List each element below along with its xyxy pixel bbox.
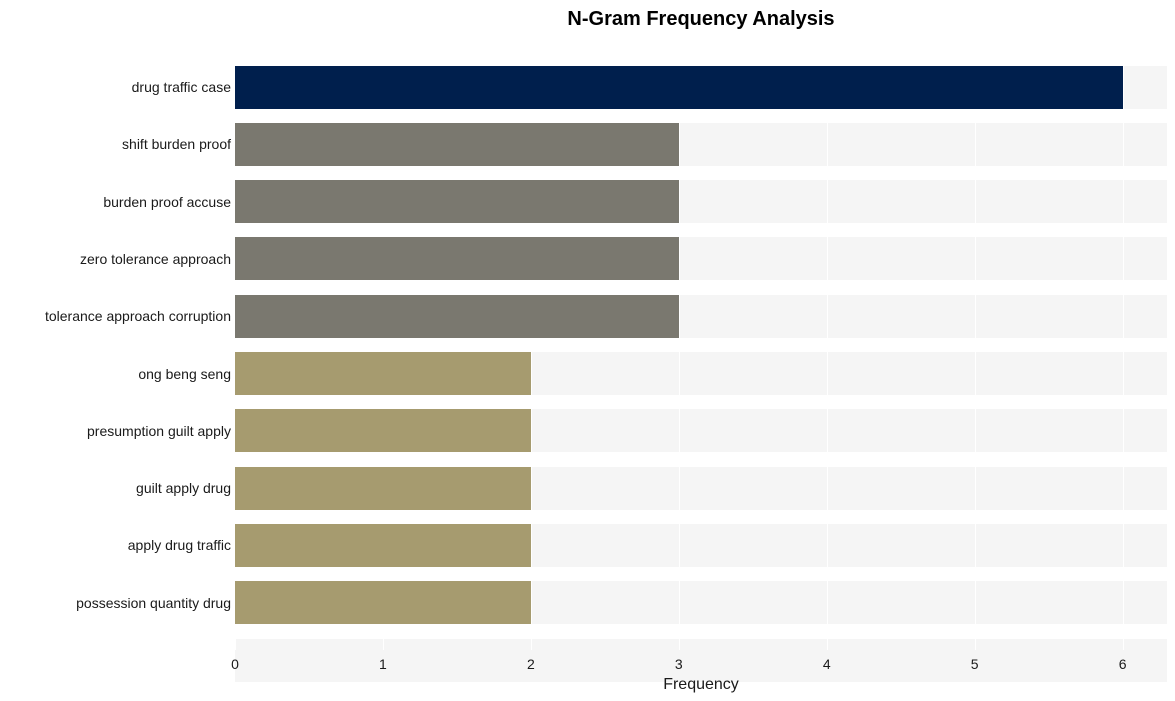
x-axis-tick-label: 6 [1119, 656, 1127, 672]
bar [235, 295, 679, 338]
bar [235, 180, 679, 223]
y-axis-tick-label: apply drug traffic [128, 537, 231, 553]
x-axis-tick-label: 0 [231, 656, 239, 672]
bar [235, 352, 531, 395]
x-axis-label: Frequency [235, 676, 1167, 694]
chart-title: N-Gram Frequency Analysis [235, 8, 1167, 31]
y-axis-tick-label: drug traffic case [132, 79, 231, 95]
x-axis-tick-label: 1 [379, 656, 387, 672]
y-axis-tick-label: tolerance approach corruption [45, 308, 231, 324]
bar [235, 237, 679, 280]
bar [235, 123, 679, 166]
x-axis-tick-label: 2 [527, 656, 535, 672]
x-axis-tick-label: 5 [971, 656, 979, 672]
bar [235, 581, 531, 624]
bar [235, 524, 531, 567]
y-axis-tick-label: guilt apply drug [136, 480, 231, 496]
plot-area [235, 35, 1167, 650]
bar [235, 409, 531, 452]
bar [235, 66, 1123, 109]
ngram-frequency-chart: N-Gram Frequency Analysis Frequency drug… [0, 0, 1175, 701]
grid-line [975, 35, 976, 650]
x-axis-tick-label: 4 [823, 656, 831, 672]
grid-line [1123, 35, 1124, 650]
y-axis-tick-label: possession quantity drug [76, 595, 231, 611]
y-axis-tick-label: ong beng seng [138, 366, 231, 382]
grid-line [827, 35, 828, 650]
grid-line [679, 35, 680, 650]
bar [235, 467, 531, 510]
x-axis-tick-label: 3 [675, 656, 683, 672]
y-axis-tick-label: burden proof accuse [103, 194, 231, 210]
y-axis-tick-label: presumption guilt apply [87, 423, 231, 439]
y-axis-tick-label: zero tolerance approach [80, 251, 231, 267]
y-axis-tick-label: shift burden proof [122, 136, 231, 152]
